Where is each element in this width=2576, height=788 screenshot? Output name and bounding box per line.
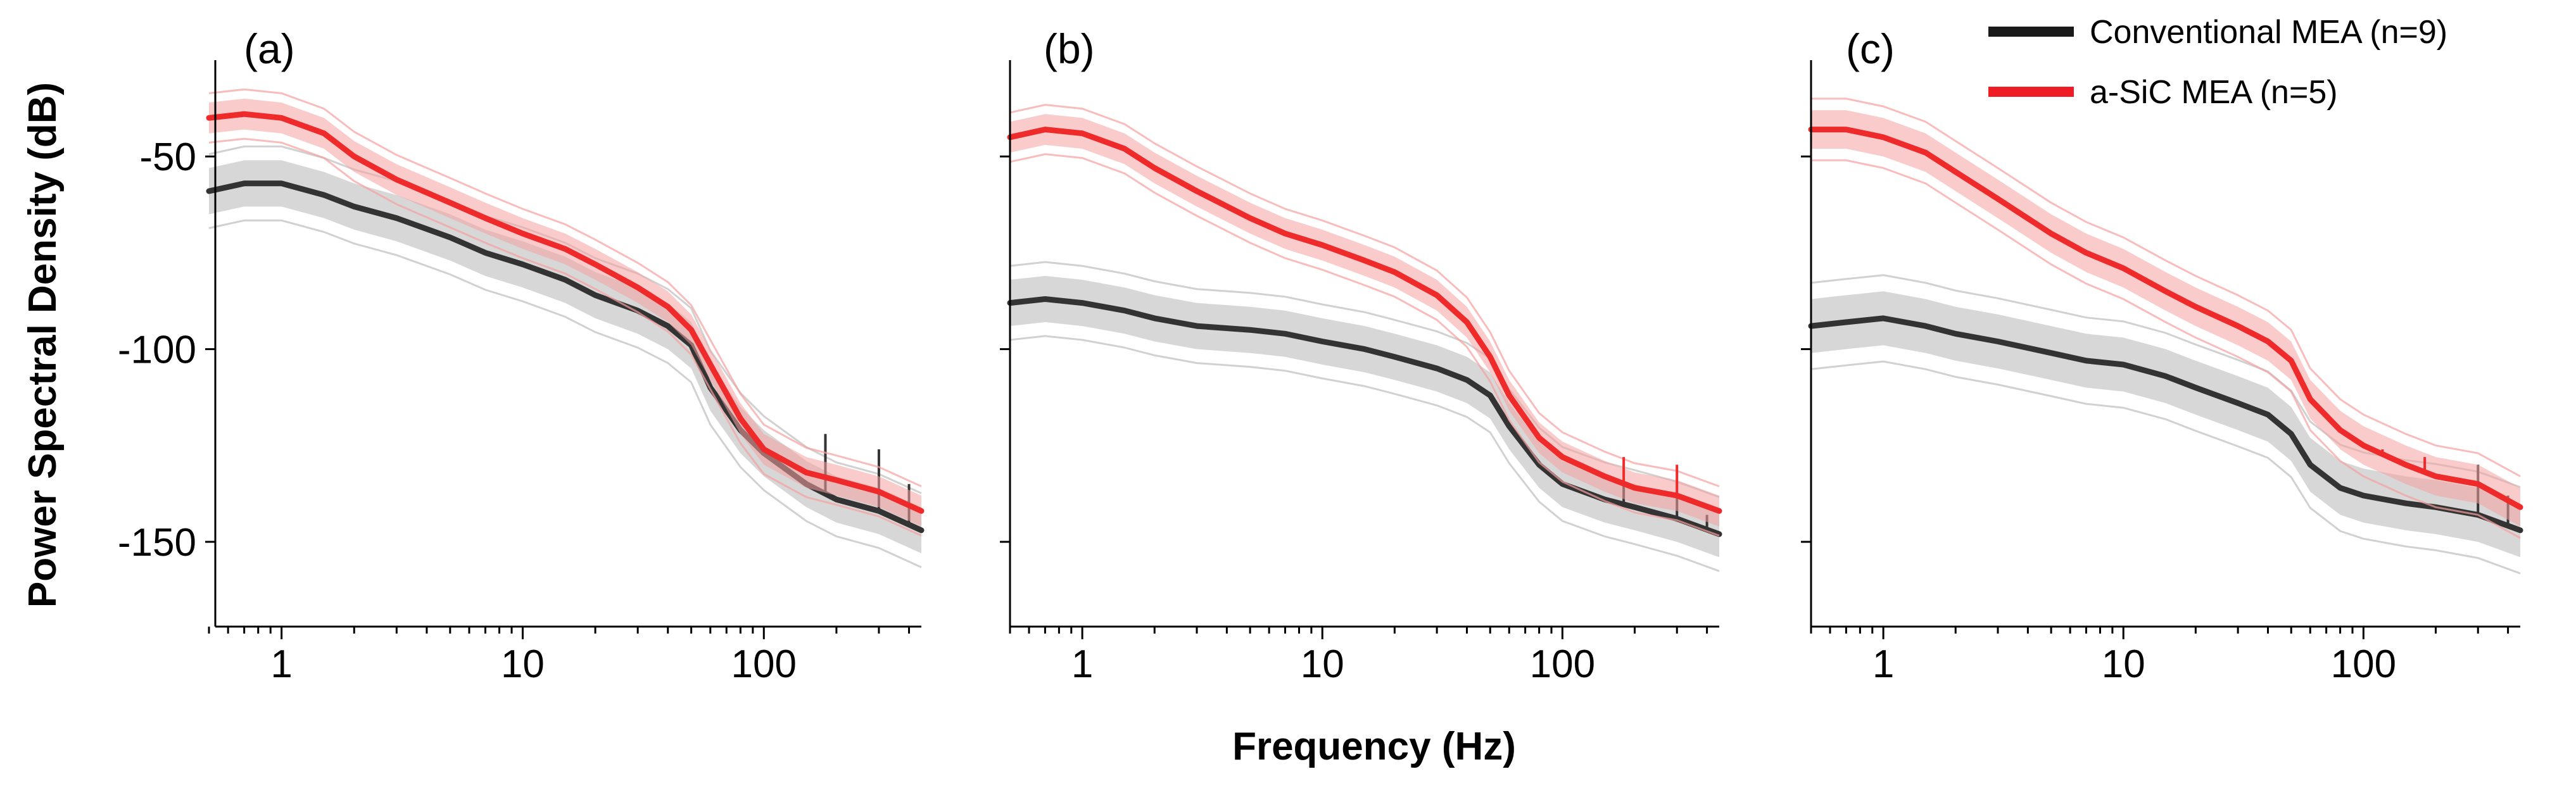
x-tick-label: 1 xyxy=(1872,642,1894,686)
band-asic xyxy=(1811,110,2520,527)
trace-asic-lower xyxy=(208,137,922,537)
panel-a-axes: -50 -100 -150 1 10 100 xyxy=(118,60,921,686)
panel-label-b: (b) xyxy=(1044,25,1095,72)
legend: Conventional MEA (n=9) a-SiC MEA (n=5) xyxy=(1988,14,2447,111)
x-tick-label: 100 xyxy=(1530,642,1595,686)
x-tick-label: 100 xyxy=(2331,642,2396,686)
band-conventional xyxy=(209,160,921,554)
panel-b-curves xyxy=(1007,104,1722,572)
y-tick-label: -150 xyxy=(118,521,196,565)
x-tick-label: 1 xyxy=(270,642,292,686)
trace-asic-upper xyxy=(1811,97,2521,477)
legend-label-conventional: Conventional MEA (n=9) xyxy=(2090,14,2447,51)
y-tick-label: -100 xyxy=(118,328,196,372)
x-axis-title: Frequency (Hz) xyxy=(1232,725,1516,768)
y-axis-title: Power Spectral Density (dB) xyxy=(21,82,65,608)
band-conventional xyxy=(1010,276,1719,558)
panel-c-curves xyxy=(1808,97,2523,575)
panel-label-c: (c) xyxy=(1846,25,1895,72)
panel-b: (b) 1 10 100 xyxy=(1000,25,1722,686)
trace-asic-lower xyxy=(1009,153,1720,537)
trace-asic-upper xyxy=(208,88,922,487)
trace-conventional-lower xyxy=(1810,360,2521,575)
trace-conventional-lower xyxy=(1009,335,1720,572)
panel-label-a: (a) xyxy=(244,25,295,72)
trace-asic-upper xyxy=(1009,104,1720,487)
trace-conventional-lower xyxy=(208,219,922,568)
panel-c-axes: 1 10 100 xyxy=(1801,60,2520,686)
trace-asic-lower xyxy=(1811,159,2521,539)
x-tick-label: 10 xyxy=(1301,642,1344,686)
line-asic xyxy=(1007,127,1722,514)
band-asic xyxy=(1010,114,1719,527)
band-conventional xyxy=(1811,291,2520,558)
line-conventional xyxy=(1808,315,2523,534)
panel-a-curves xyxy=(206,88,925,568)
band-asic xyxy=(209,98,921,527)
legend-label-asic: a-SiC MEA (n=5) xyxy=(2090,74,2338,111)
x-tick-label: 1 xyxy=(1071,642,1093,686)
panel-b-axes: 1 10 100 xyxy=(1000,60,1719,686)
panel-a: (a) -50 -100 -150 1 10 100 xyxy=(118,25,925,686)
x-tick-label: 100 xyxy=(731,642,797,686)
x-tick-label: 10 xyxy=(2102,642,2145,686)
line-asic xyxy=(1808,127,2523,510)
y-tick-label: -50 xyxy=(139,135,196,179)
panel-c: (c) 1 10 100 xyxy=(1801,25,2523,686)
x-tick-label: 10 xyxy=(501,642,545,686)
line-asic xyxy=(206,111,925,514)
